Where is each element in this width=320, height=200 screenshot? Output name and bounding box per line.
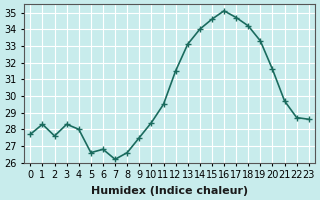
X-axis label: Humidex (Indice chaleur): Humidex (Indice chaleur) [91, 186, 248, 196]
